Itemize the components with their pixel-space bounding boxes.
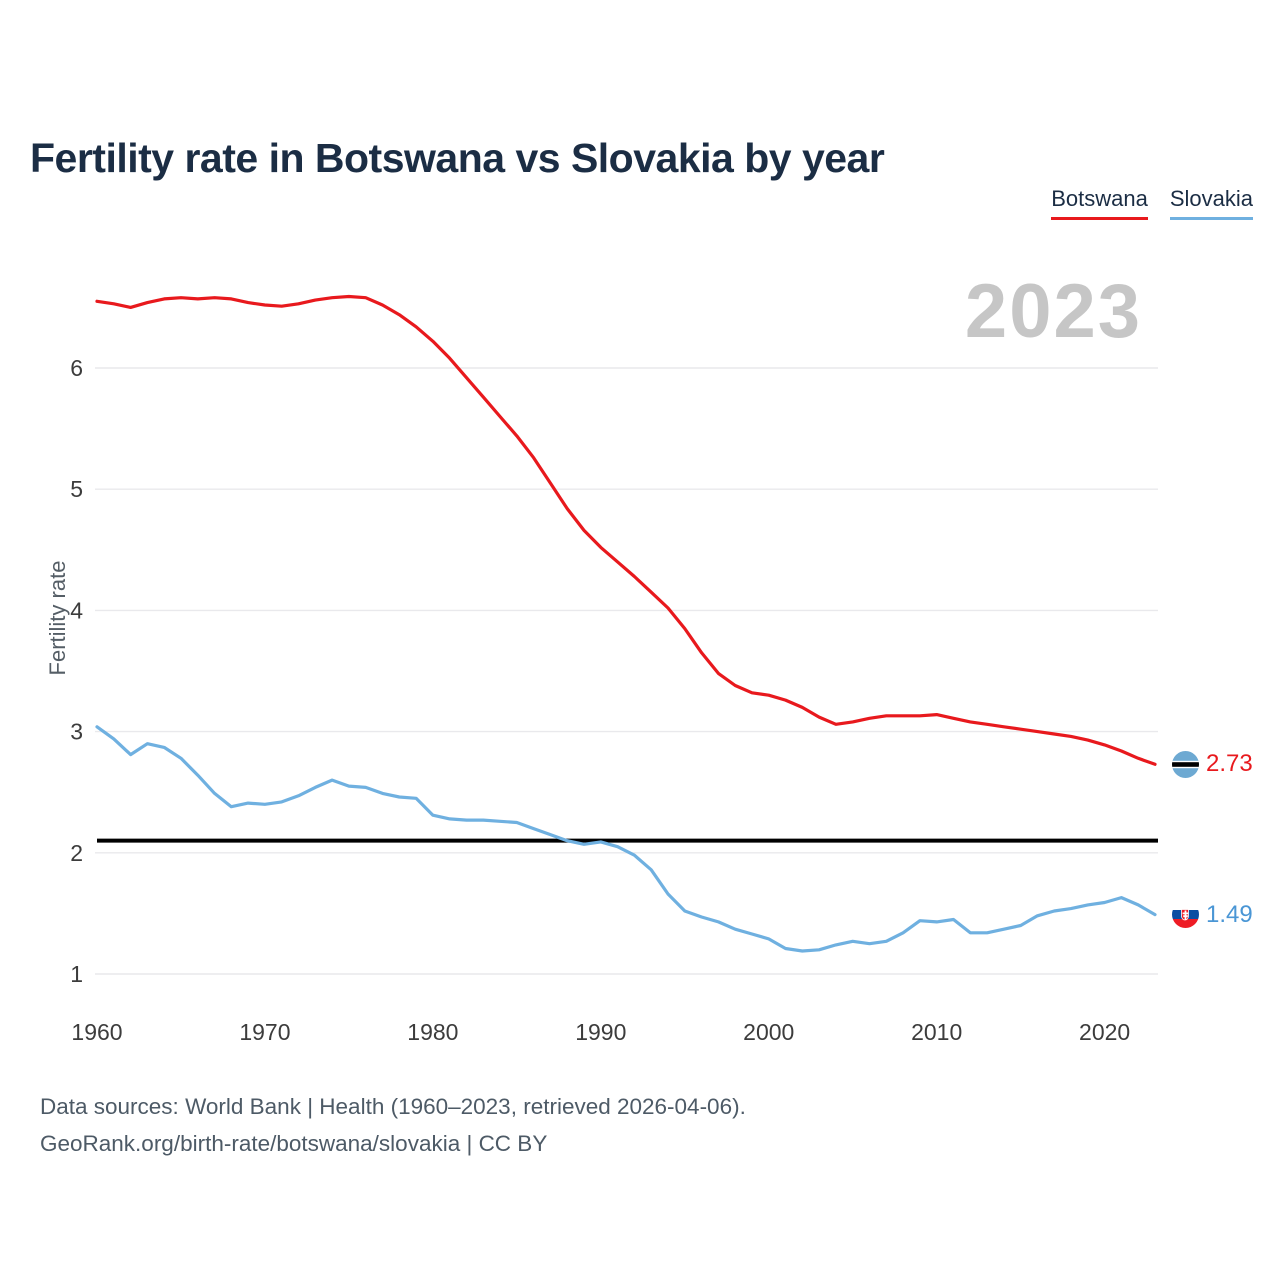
end-value-slovakia: 1.49 bbox=[1206, 900, 1253, 928]
legend-item-slovakia[interactable]: Slovakia bbox=[1169, 186, 1253, 220]
legend-item-botswana[interactable]: Botswana bbox=[1051, 186, 1148, 220]
x-tick-label: 1980 bbox=[407, 1019, 458, 1045]
x-tick-label: 1960 bbox=[71, 1019, 122, 1045]
botswana-flag-icon bbox=[1172, 750, 1199, 778]
series-line-slovakia bbox=[95, 725, 1157, 953]
x-tick-label: 1970 bbox=[239, 1019, 290, 1045]
y-tick-label: 4 bbox=[70, 597, 83, 623]
y-tick-label: 3 bbox=[70, 719, 83, 745]
end-label-slovakia: 1.49 bbox=[1172, 900, 1253, 930]
x-tick-label: 2010 bbox=[911, 1019, 962, 1045]
footer-attribution: GeoRank.org/birth-rate/botswana/slovakia… bbox=[40, 1131, 548, 1156]
end-value-botswana: 2.73 bbox=[1206, 750, 1253, 778]
series-line-botswana bbox=[95, 294, 1157, 766]
x-tick-label: 2000 bbox=[743, 1019, 794, 1045]
end-label-botswana: 2.73 bbox=[1172, 749, 1253, 779]
footer: Data sources: World Bank | Health (1960–… bbox=[40, 1088, 746, 1162]
x-tick-label: 1990 bbox=[575, 1019, 626, 1045]
x-tick-label: 2020 bbox=[1079, 1019, 1130, 1045]
watermark-year: 2023 bbox=[964, 269, 1142, 354]
legend: Botswana Slovakia bbox=[1051, 186, 1253, 220]
y-tick-label: 1 bbox=[70, 961, 83, 987]
page-title: Fertility rate in Botswana vs Slovakia b… bbox=[30, 135, 885, 182]
y-tick-label: 5 bbox=[70, 476, 83, 502]
slovakia-flag-icon bbox=[1172, 901, 1199, 929]
y-tick-label: 6 bbox=[70, 355, 83, 381]
y-tick-label: 2 bbox=[70, 840, 83, 866]
footer-sources: Data sources: World Bank | Health (1960–… bbox=[40, 1094, 746, 1119]
